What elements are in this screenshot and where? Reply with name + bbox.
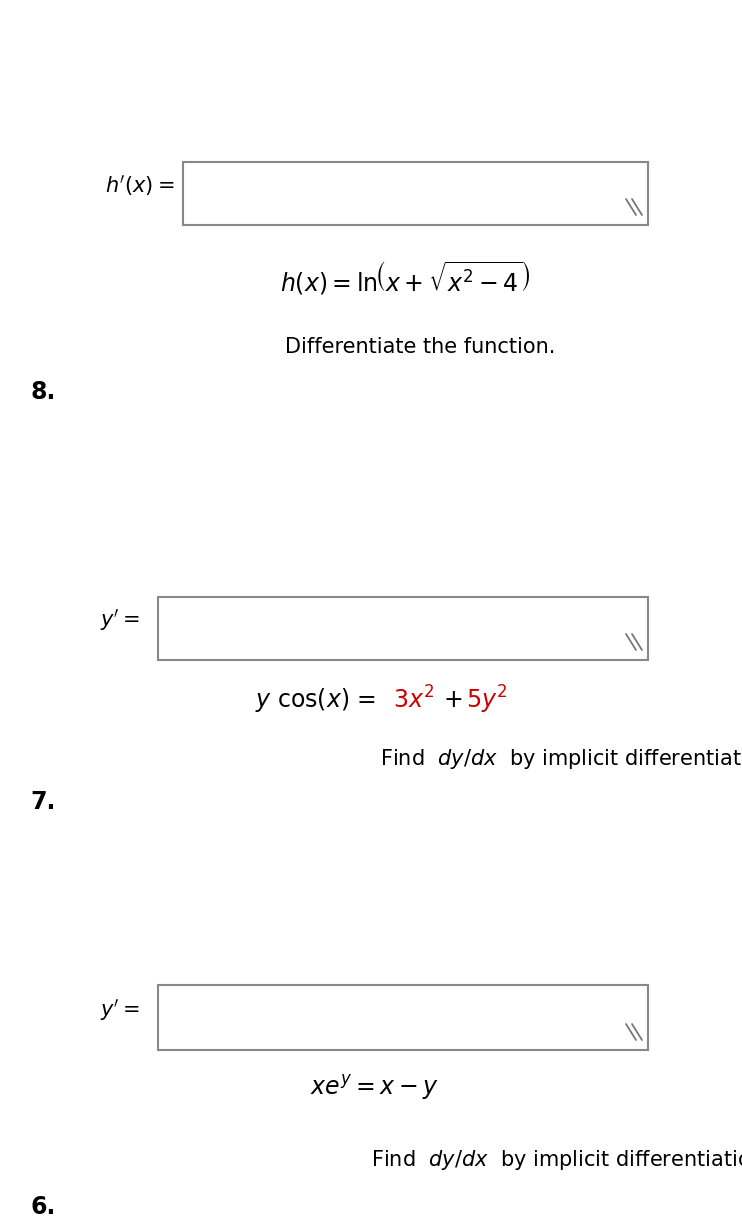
Bar: [158, 985, 648, 1050]
Bar: [158, 597, 648, 659]
Text: Find  $\mathit{dy/dx}$  by implicit differentiation.: Find $\mathit{dy/dx}$ by implicit differ…: [371, 1148, 742, 1172]
Text: 6.: 6.: [30, 1195, 56, 1219]
Text: $+$: $+$: [436, 688, 465, 712]
Text: Find  $\mathit{dy/dx}$  by implicit differentiation.: Find $\mathit{dy/dx}$ by implicit differ…: [380, 747, 742, 771]
Text: Differentiate the function.: Differentiate the function.: [285, 336, 555, 357]
Text: $y' =$: $y' =$: [100, 607, 140, 632]
Text: $y' =$: $y' =$: [100, 997, 140, 1023]
Text: $h(x) = \mathrm{ln}\!\left(x + \sqrt{x^2 - 4}\right)$: $h(x) = \mathrm{ln}\!\left(x + \sqrt{x^2…: [280, 259, 531, 297]
Bar: [183, 162, 648, 225]
Text: 8.: 8.: [30, 379, 56, 404]
Text: $y$ cos($x$) =: $y$ cos($x$) =: [255, 686, 378, 713]
Text: 7.: 7.: [30, 790, 56, 814]
Text: $xe^y = x - y$: $xe^y = x - y$: [310, 1073, 439, 1103]
Text: $5y^2$: $5y^2$: [466, 684, 507, 716]
Text: $3x^2$: $3x^2$: [393, 686, 434, 713]
Text: $h'(x) =$: $h'(x) =$: [105, 172, 174, 198]
